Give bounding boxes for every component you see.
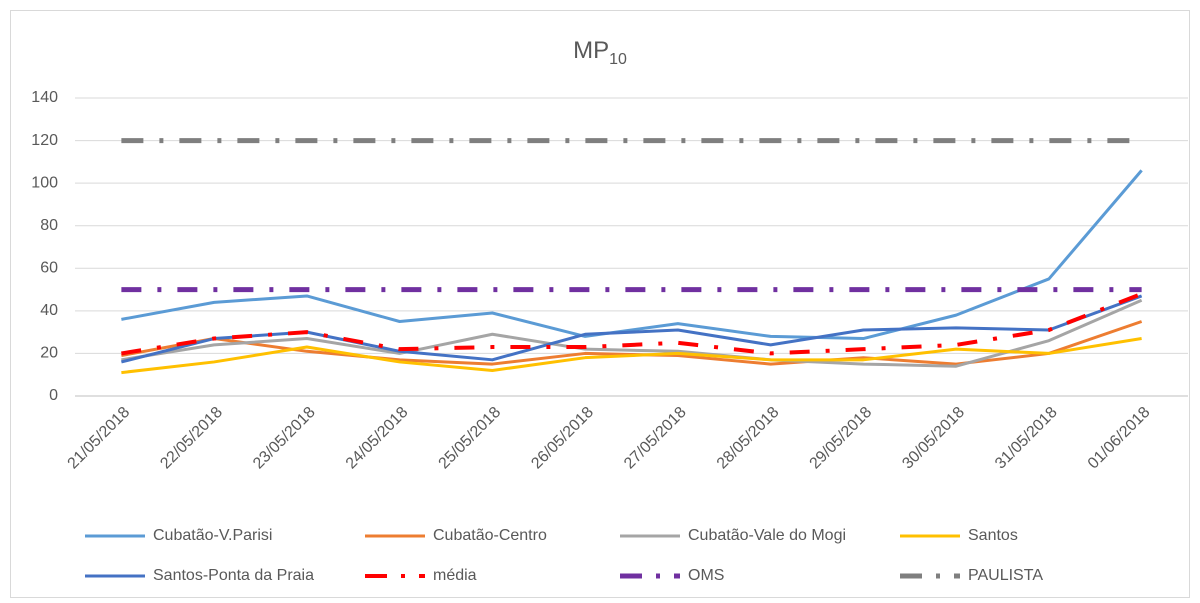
legend-label: Santos-Ponta da Praia bbox=[153, 567, 314, 584]
title-main: MP bbox=[573, 37, 609, 64]
chart-border bbox=[10, 10, 1190, 598]
y-tick-label: 0 bbox=[49, 387, 58, 404]
legend-label: Santos bbox=[968, 527, 1018, 544]
legend-label: Cubatão-Vale do Mogi bbox=[688, 527, 846, 544]
legend-label: Cubatão-Centro bbox=[433, 527, 547, 544]
legend-label: média bbox=[433, 567, 477, 584]
legend-label: OMS bbox=[688, 567, 724, 584]
y-tick-label: 80 bbox=[40, 217, 58, 234]
y-tick-label: 40 bbox=[40, 302, 58, 319]
legend-label: Cubatão-V.Parisi bbox=[153, 527, 272, 544]
chart-title: MP10 bbox=[573, 37, 627, 68]
title-subscript: 10 bbox=[609, 51, 627, 68]
y-tick-label: 100 bbox=[31, 174, 58, 191]
series-line bbox=[121, 337, 1142, 375]
y-tick-label: 20 bbox=[40, 345, 58, 362]
series-line bbox=[121, 291, 1143, 356]
series-line bbox=[121, 169, 1143, 341]
y-tick-label: 140 bbox=[31, 89, 58, 106]
series-line bbox=[121, 298, 1143, 368]
y-tick-label: 60 bbox=[40, 260, 58, 277]
y-tick-label: 120 bbox=[31, 132, 58, 149]
legend-label: PAULISTA bbox=[968, 567, 1043, 584]
